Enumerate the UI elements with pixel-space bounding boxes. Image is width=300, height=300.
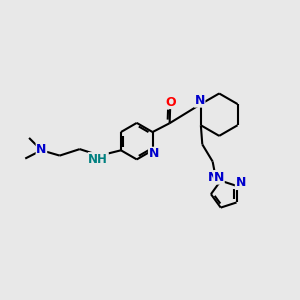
Text: N: N	[236, 176, 246, 189]
Text: N: N	[208, 171, 218, 184]
Text: N: N	[148, 147, 159, 160]
Text: N: N	[36, 142, 46, 156]
Text: N: N	[214, 171, 224, 184]
Text: NH: NH	[88, 153, 108, 166]
Text: O: O	[165, 95, 175, 109]
Text: N: N	[194, 94, 205, 107]
